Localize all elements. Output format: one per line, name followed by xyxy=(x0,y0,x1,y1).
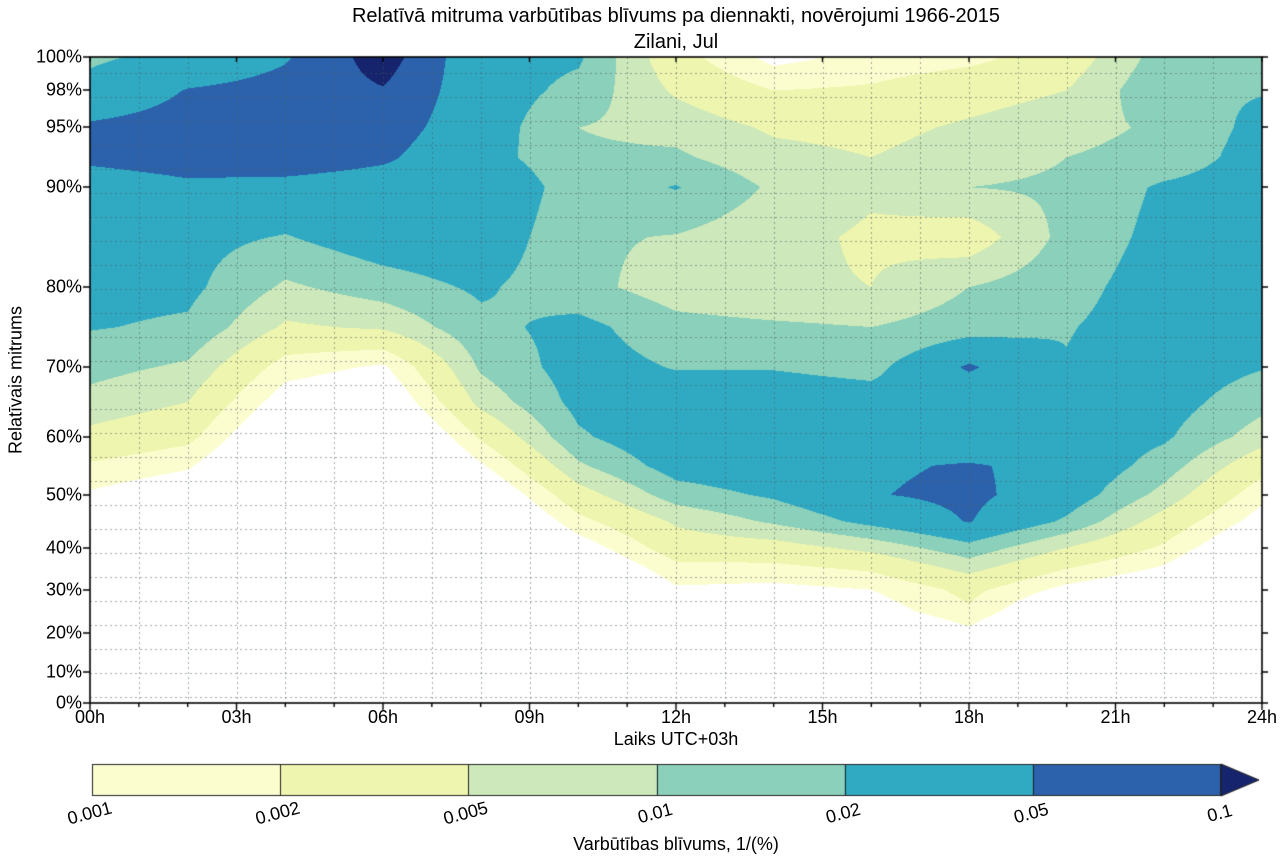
y-tick-label: 100% xyxy=(35,46,82,67)
y-tick-label: 95% xyxy=(45,116,82,137)
x-tick-label: 24h xyxy=(1246,707,1278,727)
y-tick-label: 90% xyxy=(45,176,82,197)
x-axis-label: Laiks UTC+03h xyxy=(613,729,739,749)
x-tick-label: 00h xyxy=(74,707,106,727)
y-tick-label: 80% xyxy=(45,276,82,297)
y-tick-label: 0% xyxy=(55,692,82,713)
y-tick-label: 98% xyxy=(45,79,82,100)
y-tick-label: 20% xyxy=(45,622,82,643)
x-tick-label: 21h xyxy=(1100,707,1131,727)
chart-subtitle: Zilani, Jul xyxy=(633,31,719,53)
x-tick-label: 18h xyxy=(953,707,985,727)
x-tick-label: 09h xyxy=(514,707,545,727)
y-tick-label: 50% xyxy=(45,484,82,505)
y-tick-label: 40% xyxy=(45,537,82,558)
y-tick-label: 70% xyxy=(45,356,82,377)
y-tick-label: 10% xyxy=(45,661,82,682)
x-tick-label: 12h xyxy=(660,707,692,727)
y-tick-label: 60% xyxy=(45,426,82,447)
x-tick-label: 06h xyxy=(367,707,399,727)
colorbar-label: Varbūtības blīvums, 1/(%) xyxy=(573,834,779,854)
x-tick-label: 03h xyxy=(221,707,252,727)
chart-title: Relatīvā mitruma varbūtības blīvums pa d… xyxy=(351,5,1001,27)
y-tick-label: 30% xyxy=(45,579,82,600)
x-tick-label: 15h xyxy=(807,707,838,727)
